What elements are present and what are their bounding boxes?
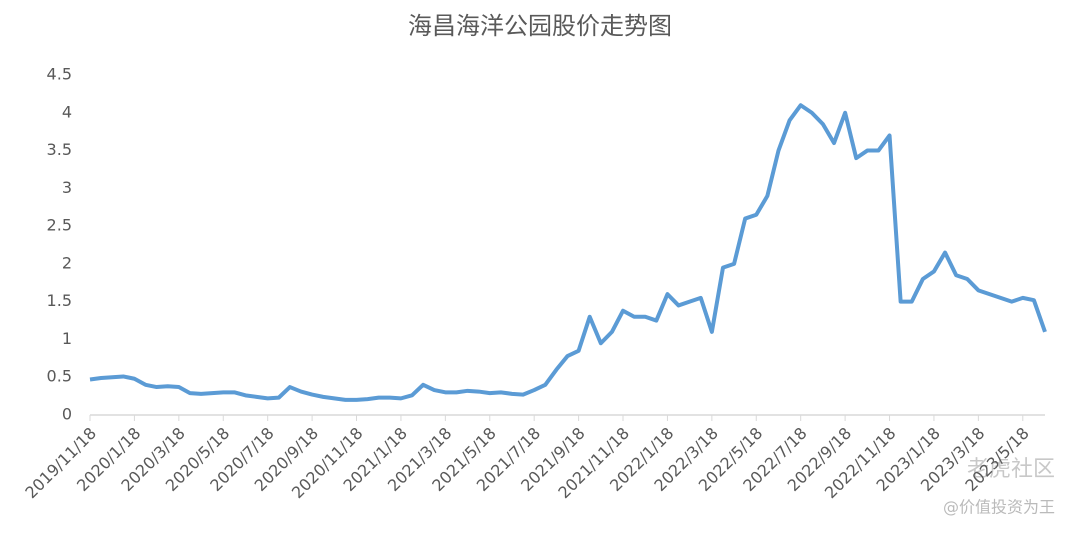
y-tick-label: 2.5 — [47, 216, 72, 235]
y-tick-label: 3 — [62, 178, 72, 197]
chart-title: 海昌海洋公园股价走势图 — [408, 12, 672, 40]
y-tick-label: 4 — [62, 102, 72, 121]
line-series — [89, 103, 1047, 402]
y-tick-label: 3.5 — [47, 140, 72, 159]
y-tick-label: 2 — [62, 253, 72, 272]
watermark: 老虎社区 — [967, 457, 1055, 482]
watermark: @价值投资为王 — [943, 498, 1055, 517]
y-tick-label: 0.5 — [47, 367, 72, 386]
y-tick-label: 1 — [62, 329, 72, 348]
y-tick-label: 0 — [62, 405, 72, 424]
y-tick-label: 4.5 — [47, 65, 72, 84]
y-tick-label: 1.5 — [47, 291, 72, 310]
